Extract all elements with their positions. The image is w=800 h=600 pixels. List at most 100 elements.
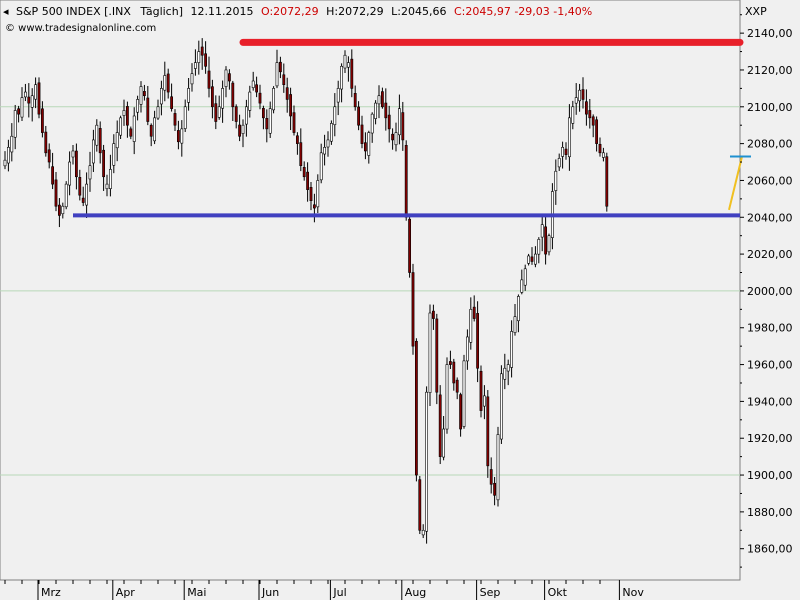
y-tick-label: 2140,00 — [747, 27, 793, 40]
candle-62 — [214, 95, 218, 130]
svg-text:S&P 500 INDEX [.INX Tägl: S&P 500 INDEX [.INX Täglich] 12.11.2015 … — [16, 5, 592, 18]
candle-21 — [75, 143, 78, 190]
candle-30 — [105, 174, 109, 197]
y-tick-label: 2100,00 — [747, 101, 793, 114]
header-close: C:2045,97 -29,03 -1,40% — [454, 5, 592, 18]
candle-body-down — [489, 469, 493, 485]
candle-body-down — [418, 479, 422, 531]
candle-body-up — [527, 255, 531, 264]
candle-98 — [336, 80, 340, 116]
candle-body-down — [299, 142, 303, 167]
candle-54 — [187, 78, 191, 111]
candle-body-up — [421, 529, 425, 536]
candle-130 — [445, 357, 449, 434]
candle-99 — [340, 63, 344, 103]
y-axis: 2140,00 2120,00 2100,00 2080,00 2060,00 2040,… — [740, 14, 793, 568]
candle-body-up — [251, 80, 255, 89]
candle-body-down — [414, 340, 418, 476]
candle-body-down — [126, 106, 129, 126]
candle-body-up — [533, 253, 537, 265]
candle-body-up — [275, 62, 279, 87]
candle-body-down — [479, 370, 483, 411]
candle-body-down — [544, 226, 548, 255]
candle-173 — [591, 114, 595, 138]
candle-body-down — [493, 482, 497, 496]
candle-body-up — [112, 143, 116, 166]
candle-141 — [482, 385, 486, 420]
candle-body-down — [459, 394, 463, 430]
candle-body-down — [57, 204, 61, 216]
candle-97 — [333, 93, 337, 137]
candle-67 — [231, 80, 235, 122]
candle-body-up — [513, 316, 517, 333]
candle-3 — [13, 104, 17, 150]
candle-body-down — [408, 218, 412, 273]
candle-58 — [200, 38, 204, 70]
candle-body-up — [85, 183, 89, 206]
candle-18 — [64, 181, 68, 210]
candle-102 — [350, 49, 354, 98]
candle-151 — [516, 294, 520, 333]
chart-menu-icon[interactable]: ◂ — [3, 5, 9, 18]
x-tick-label: Nov — [622, 586, 644, 599]
candle-body-down — [306, 171, 310, 190]
candle-body-down — [228, 73, 231, 82]
candle-body-up — [336, 88, 340, 103]
candle-120 — [411, 263, 415, 355]
candle-49 — [170, 83, 174, 112]
x-tick-label: Jul — [332, 586, 346, 599]
candle-136 — [465, 329, 469, 370]
candle-body-up — [319, 152, 323, 181]
candle-159 — [544, 213, 548, 265]
candle-body-up — [224, 69, 228, 87]
candle-body-down — [605, 156, 609, 207]
candle-body-down — [363, 142, 367, 152]
y-tick-label: 1940,00 — [747, 395, 793, 408]
candle-110 — [377, 85, 381, 119]
candle-body-up — [346, 62, 350, 68]
candle-17 — [61, 202, 65, 219]
candle-24 — [85, 172, 89, 218]
candle-body-down — [312, 204, 316, 209]
candle-177 — [605, 152, 609, 212]
candle-body-down — [581, 89, 585, 100]
candle-body-up — [61, 205, 65, 215]
y-tick-label: 1980,00 — [747, 322, 793, 335]
candle-163 — [557, 153, 561, 171]
candle-body-up — [245, 106, 248, 125]
plot-area[interactable] — [0, 0, 741, 581]
candle-160 — [547, 233, 551, 256]
candle-0 — [3, 151, 7, 170]
candle-body-down — [146, 97, 150, 122]
candle-77 — [265, 109, 269, 143]
candle-43 — [149, 123, 153, 147]
candle-46 — [160, 80, 163, 116]
candle-135 — [462, 354, 466, 429]
candle-72 — [248, 85, 252, 118]
gridlines — [0, 106, 740, 476]
candle-body-up — [88, 165, 92, 180]
candle-body-up — [153, 117, 157, 142]
candle-body-up — [329, 123, 333, 142]
candle-body-up — [465, 336, 469, 362]
candle-57 — [197, 40, 201, 75]
candle-body-down — [231, 82, 235, 108]
candle-9 — [34, 77, 38, 109]
x-tick-label: Sep — [480, 586, 501, 599]
candle-80 — [275, 49, 279, 89]
candle-body-down — [384, 102, 388, 119]
y-tick-label: 1880,00 — [747, 506, 793, 519]
candle-42 — [146, 85, 150, 126]
candle-body-down — [448, 361, 452, 365]
candle-body-down — [411, 272, 415, 347]
candle-85 — [292, 105, 296, 136]
annotations — [73, 38, 751, 218]
candle-174 — [595, 116, 599, 152]
candle-145 — [496, 426, 500, 507]
candle-body-up — [20, 97, 24, 118]
candle-116 — [397, 94, 401, 145]
candle-8 — [30, 88, 34, 122]
candle-body-down — [265, 118, 269, 130]
candle-171 — [584, 89, 588, 126]
candle-body-up — [516, 296, 520, 322]
